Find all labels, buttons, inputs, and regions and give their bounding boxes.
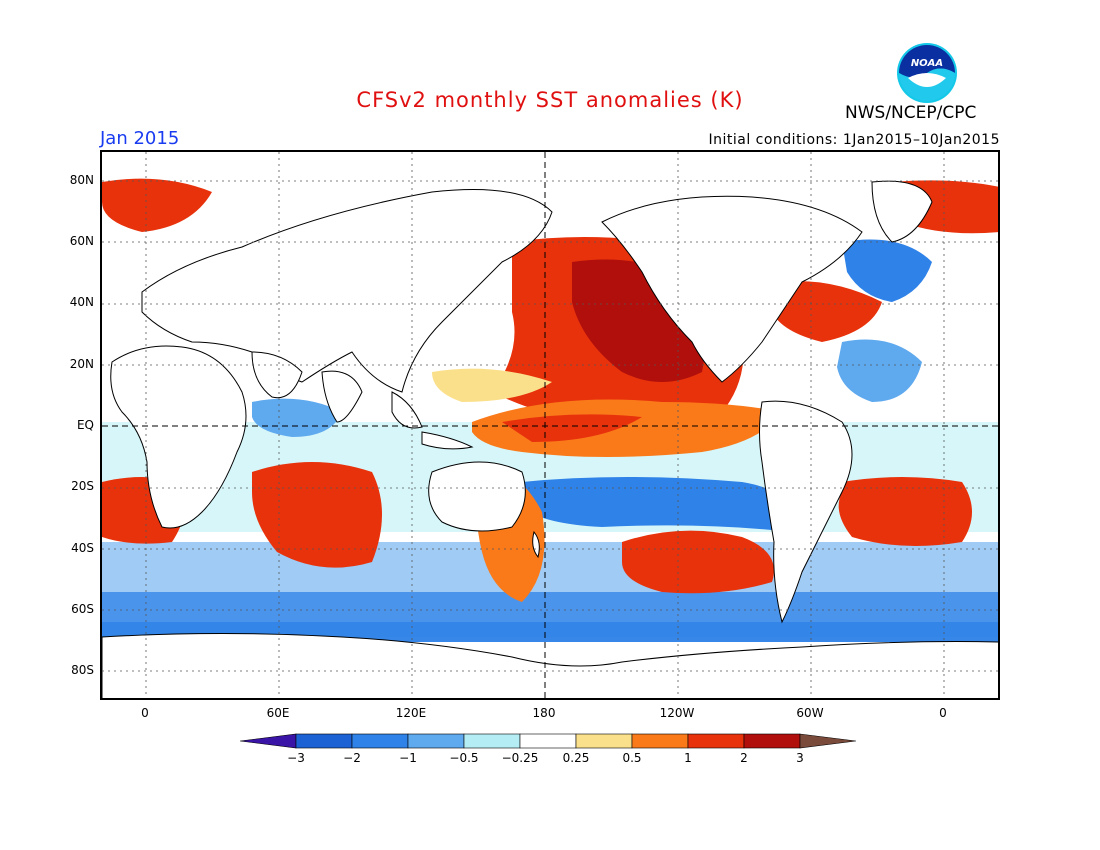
lon-label: 120E xyxy=(395,706,427,720)
lon-label: 60W xyxy=(796,706,824,720)
colorbar-tick-label: −1 xyxy=(399,751,417,765)
colorbar xyxy=(239,733,862,753)
initial-conditions: Initial conditions: 1Jan2015–10Jan2015 xyxy=(708,132,1000,148)
lon-label: 0 xyxy=(141,706,149,720)
continents xyxy=(110,180,933,624)
noaa-logo-icon: NOAA xyxy=(896,42,958,104)
colorbar-tick-label: 3 xyxy=(796,751,804,765)
reference-lines xyxy=(102,152,998,698)
colorbar-tick-label: 0.25 xyxy=(562,751,590,765)
colorbar-bin xyxy=(743,733,801,749)
lat-label: 40N xyxy=(69,295,94,309)
chart-title: CFSv2 monthly SST anomalies (K) xyxy=(356,88,744,112)
lat-label: 80N xyxy=(69,173,94,187)
logo-text: NOAA xyxy=(911,58,943,69)
colorbar-tick-label: −0.5 xyxy=(449,751,479,765)
lon-label: 180 xyxy=(532,706,556,720)
colorbar-bin xyxy=(575,733,633,749)
colorbar-tick-label: 0.5 xyxy=(622,751,642,765)
colorbar-bin xyxy=(295,733,353,749)
colorbar-tick-label: −2 xyxy=(343,751,361,765)
forecast-month: Jan 2015 xyxy=(100,128,180,149)
lon-label: 120W xyxy=(659,706,695,720)
lon-label: 0 xyxy=(939,706,947,720)
lat-label: EQ xyxy=(76,418,94,432)
colorbar-bin xyxy=(519,733,577,749)
colorbar-bin xyxy=(631,733,689,749)
colorbar-tick-label: 2 xyxy=(740,751,748,765)
lat-label: 60S xyxy=(71,602,94,616)
lon-label: 60E xyxy=(266,706,290,720)
lat-label: 40S xyxy=(71,541,94,555)
graticule xyxy=(102,152,998,698)
colorbar-bin xyxy=(687,733,745,749)
colorbar-tick-label: −0.25 xyxy=(501,751,539,765)
colorbar-bin xyxy=(463,733,521,749)
lat-label: 20S xyxy=(71,479,94,493)
colorbar-tick-label: 1 xyxy=(684,751,692,765)
colorbar-bin-min xyxy=(239,733,297,749)
colorbar-tick-label: −3 xyxy=(287,751,305,765)
sst-anomaly-map xyxy=(100,150,1000,700)
colorbar-bin xyxy=(351,733,409,749)
lat-label: 80S xyxy=(71,663,94,677)
lat-label: 60N xyxy=(69,234,94,248)
organization-label: NWS/NCEP/CPC xyxy=(845,103,977,123)
lat-label: 20N xyxy=(69,357,94,371)
colorbar-bin xyxy=(407,733,465,749)
colorbar-bin-max xyxy=(799,733,857,749)
